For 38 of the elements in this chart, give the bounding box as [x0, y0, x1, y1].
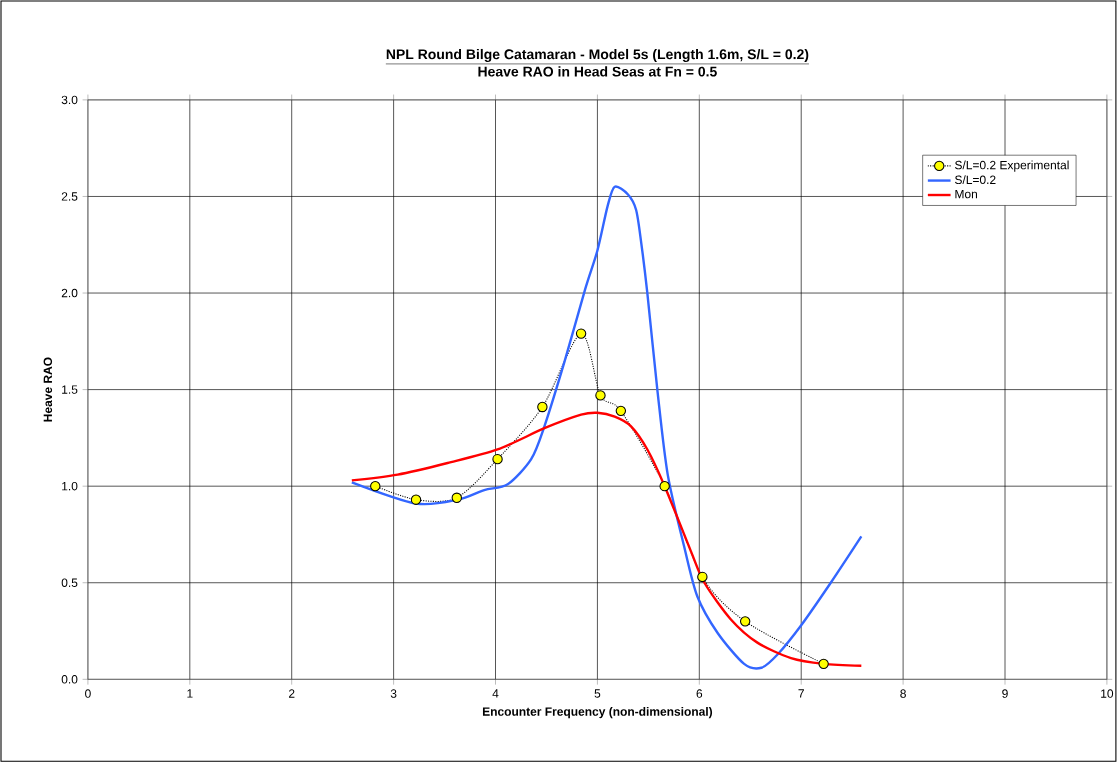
y-tick-label: 0.5 [61, 578, 78, 587]
x-tick-label: 8 [900, 689, 906, 698]
point [697, 571, 708, 583]
x-tick-label: 6 [696, 689, 703, 698]
point [492, 453, 503, 465]
point [818, 658, 829, 669]
point [575, 328, 587, 339]
legend-label: S/L=0.2 [955, 175, 996, 184]
y-tick-label: 2.5 [61, 192, 78, 201]
x-tick-label: 9 [1002, 689, 1008, 698]
point [659, 480, 670, 492]
point [739, 616, 751, 627]
y-axis-title: Heave RAO [43, 357, 53, 422]
point [370, 480, 381, 492]
x-tick-label: 7 [798, 689, 804, 698]
y-tick-label: 1.0 [62, 481, 78, 491]
point [451, 492, 462, 503]
point [410, 494, 422, 505]
point [615, 405, 627, 416]
chart-title: NPL Round Bilge Catamaran - Model 5s (Length 1.6m, S/L = 0.2) [386, 48, 809, 62]
y-tick-label: 2.0 [61, 288, 78, 298]
legend-label: S/L=0.2 Experimental [955, 160, 1069, 172]
x-tick-label: 0 [85, 689, 91, 698]
legend-label: Mon [955, 189, 977, 199]
x-axis-title: Encounter Frequency (non-dimensional) [482, 706, 713, 719]
x-tick-label: 2 [288, 689, 295, 698]
x-tick-label: 4 [492, 689, 499, 698]
x-tick-label: 3 [390, 689, 397, 698]
point [537, 401, 548, 413]
point [595, 390, 606, 401]
x-tick-label: 1 [187, 689, 193, 698]
y-tick-label: 3.0 [61, 95, 78, 105]
x-tick-label: 10 [1101, 689, 1114, 698]
y-tick-label: 1.5 [62, 385, 78, 394]
chart-subtitle: Heave RAO in Head Seas at Fn = 0.5 [478, 66, 717, 77]
line-series [350, 185, 863, 670]
x-tick-label: 5 [594, 689, 601, 698]
y-tick-label: 0.0 [61, 674, 78, 684]
